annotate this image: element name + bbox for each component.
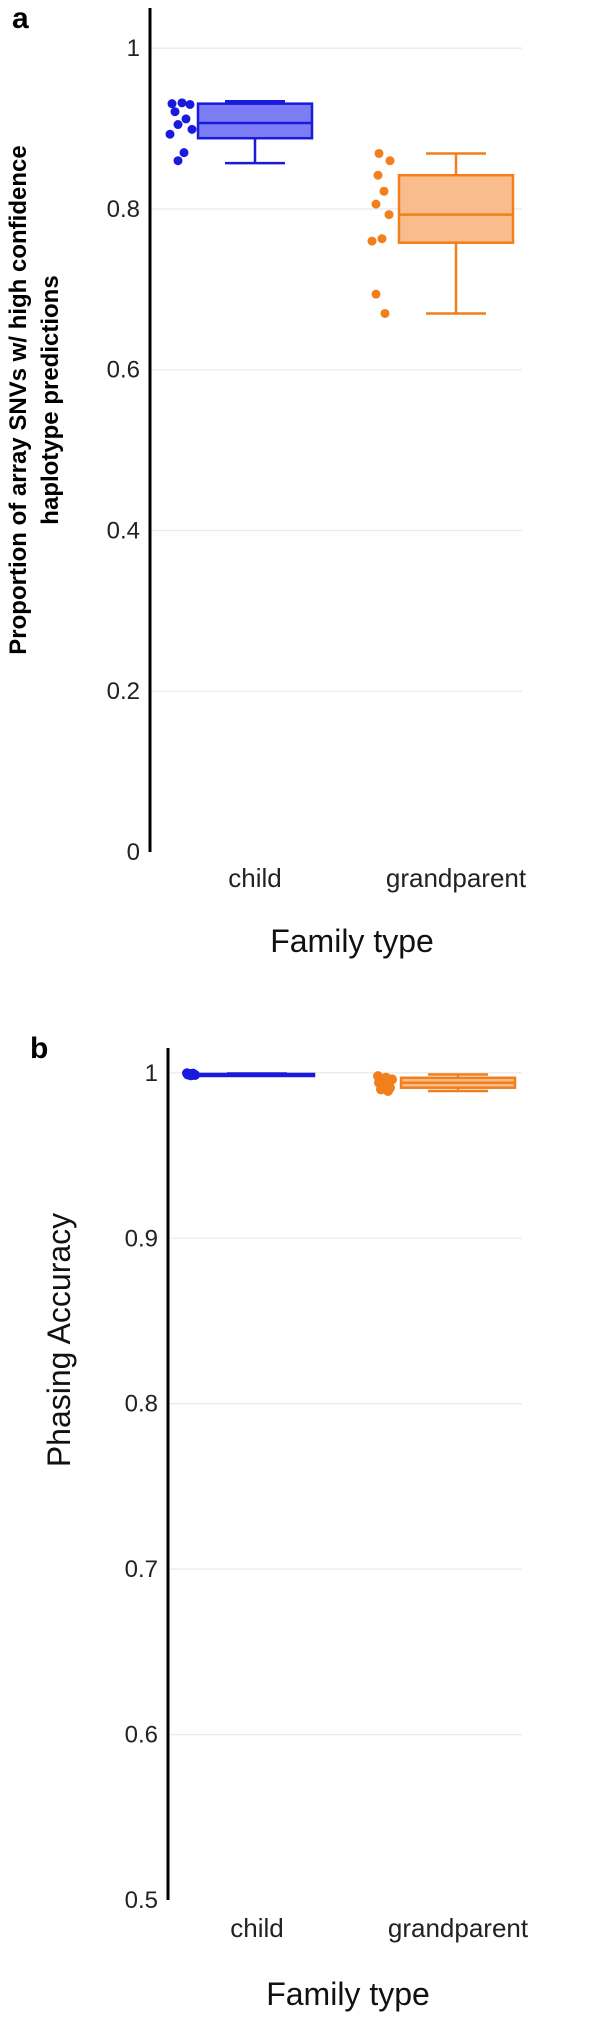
panel-b-y-tick-label: 0.5 — [125, 1887, 158, 1914]
panel-a-boxes — [196, 99, 515, 315]
panel-b-box-child — [198, 1072, 316, 1078]
panel-b: b 0.5 0.6 0.7 0.8 0.9 1 child grandparent Fami… — [30, 1032, 529, 2012]
panel-a-x-axis-title: Family type — [270, 923, 434, 959]
panel-b-gridlines — [168, 1072, 522, 1736]
panel-a-point-child — [187, 124, 197, 134]
panel-a-x-tick-label-child: child — [228, 863, 281, 893]
panel-a-point-child — [170, 107, 180, 117]
panel-b-y-axis-title: Phasing Accuracy — [41, 1213, 77, 1467]
panel-a-x-tick-label-grandparent: grandparent — [386, 863, 527, 893]
panel-b-x-tick-label-grandparent: grandparent — [388, 1913, 529, 1943]
panel-a-point-child — [181, 114, 191, 124]
panel-b-x-tick-label-child: child — [230, 1913, 283, 1943]
panel-a-y-ticks: 0 0.2 0.4 0.6 0.8 1 — [107, 35, 140, 866]
panel-b-y-tick-label: 0.8 — [125, 1391, 158, 1418]
panel-b-y-tick-label: 0.6 — [125, 1722, 158, 1749]
panel-a-point-grandparent — [371, 289, 381, 299]
panel-a-y-axis-title: Proportion of array SNVs w/ high confide… — [5, 145, 64, 654]
panel-a-point-child — [165, 129, 175, 139]
panel-a-point-grandparent — [367, 236, 377, 246]
panel-b-y-tick-label: 0.9 — [125, 1225, 158, 1252]
panel-b-point-grandparent — [387, 1074, 397, 1085]
panel-b-boxes — [198, 1072, 517, 1093]
panel-b-y-tick-label: 0.7 — [125, 1556, 158, 1583]
panel-a-point-child — [173, 120, 183, 130]
panel-a-point-grandparent — [379, 186, 389, 196]
panel-a-letter: a — [12, 2, 29, 35]
panel-a-iqr-box-grandparent — [397, 173, 515, 244]
panel-a-point-child — [173, 156, 183, 166]
panel-a-y-axis-title-line-2: haplotype predictions — [37, 275, 64, 524]
panel-a-y-tick-label: 0.4 — [107, 517, 140, 544]
panel-a-gridlines — [150, 47, 522, 692]
panel-a-point-grandparent — [371, 199, 381, 209]
panel-a-y-tick-label: 1 — [127, 35, 140, 62]
panel-b-points — [182, 1068, 397, 1097]
panel-a-point-child — [167, 99, 177, 109]
panel-a-x-ticks: child grandparent — [228, 863, 527, 893]
panel-b-y-tick-label: 1 — [145, 1060, 158, 1087]
panel-b-x-ticks: child grandparent — [230, 1913, 529, 1943]
panel-b-box-grandparent — [399, 1073, 517, 1093]
panel-a-y-tick-label: 0 — [127, 839, 140, 866]
panel-a-y-tick-label: 0.6 — [107, 357, 140, 384]
panel-a-point-grandparent — [384, 210, 394, 220]
panel-a-point-child — [179, 148, 189, 158]
panel-a-point-child — [185, 99, 195, 109]
panel-a-points — [165, 98, 395, 318]
panel-a-y-axis-title-line-1: Proportion of array SNVs w/ high confide… — [5, 145, 32, 654]
panel-a-point-grandparent — [373, 170, 383, 180]
panel-a-y-tick-label: 0.8 — [107, 196, 140, 223]
panel-b-x-axis-title: Family type — [266, 1976, 430, 2012]
panel-a-point-grandparent — [385, 156, 395, 166]
panel-a-iqr-box-child — [196, 102, 314, 140]
panel-a-point-grandparent — [377, 234, 387, 244]
panel-b-point-child — [186, 1070, 196, 1081]
panel-a-point-grandparent — [374, 148, 384, 158]
panel-b-y-ticks: 0.5 0.6 0.7 0.8 0.9 1 — [125, 1060, 158, 1914]
panel-a-box-grandparent — [397, 152, 515, 315]
panel-a-y-tick-label: 0.2 — [107, 678, 140, 705]
panel-b-point-grandparent — [383, 1086, 393, 1097]
panel-a-point-child — [177, 98, 187, 108]
panel-a: a 0 0.2 0.4 0.6 0.8 1 child grandparent Family… — [5, 2, 527, 959]
panel-a-point-grandparent — [380, 308, 390, 318]
panel-a-box-child — [196, 99, 314, 165]
panel-b-letter: b — [30, 1032, 48, 1065]
